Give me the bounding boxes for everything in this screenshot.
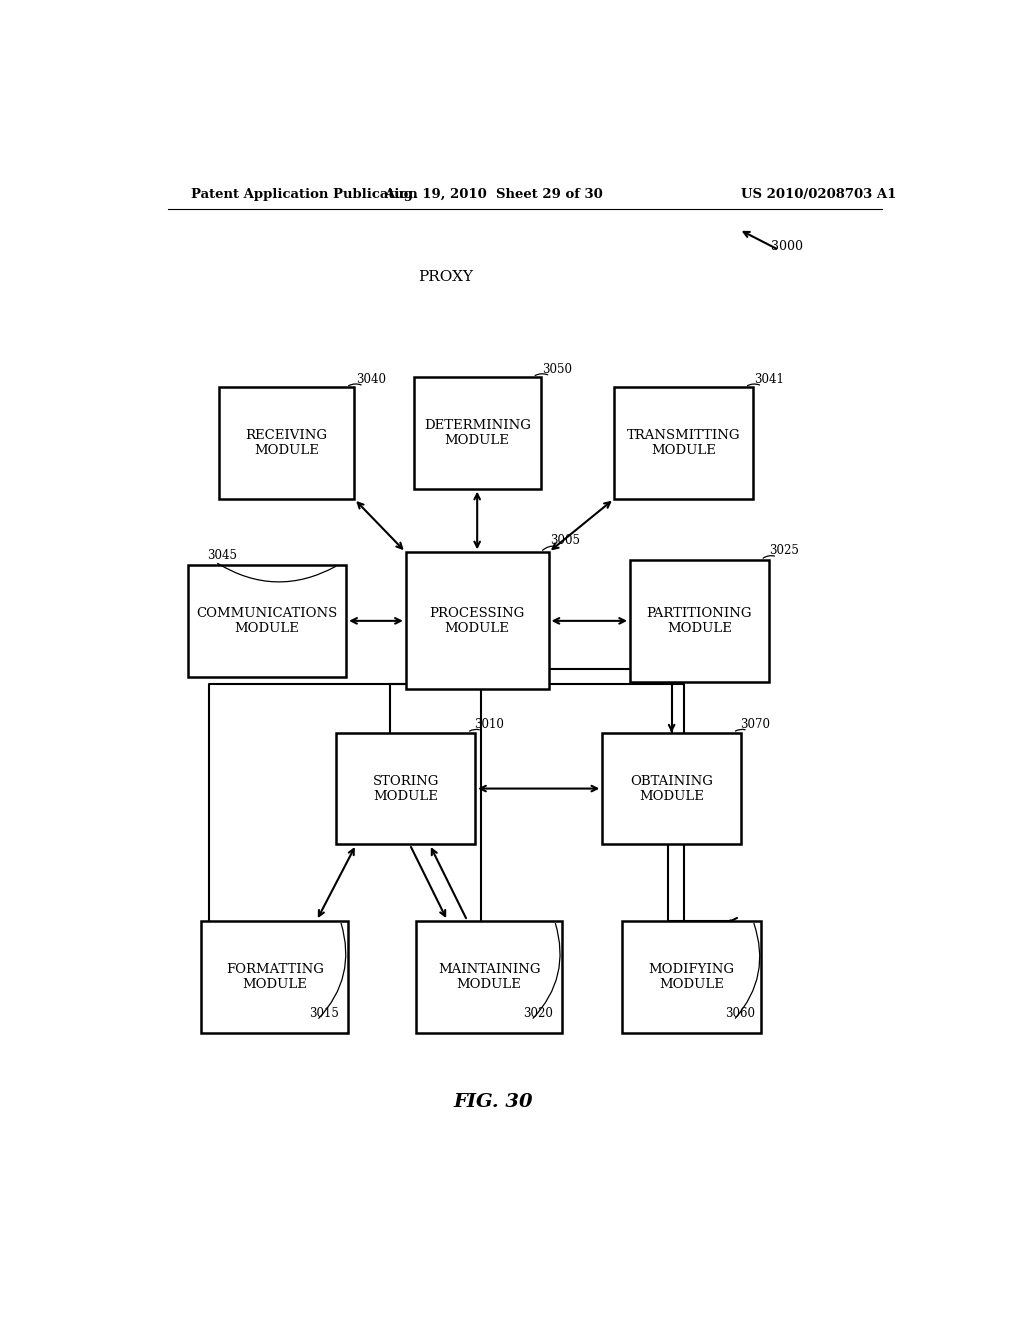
- Text: 3000: 3000: [771, 240, 803, 253]
- Text: TRANSMITTING
MODULE: TRANSMITTING MODULE: [627, 429, 740, 457]
- Text: COMMUNICATIONS
MODULE: COMMUNICATIONS MODULE: [197, 607, 338, 635]
- Bar: [187, 565, 346, 677]
- Text: MODIFYING
MODULE: MODIFYING MODULE: [648, 962, 734, 990]
- Bar: [406, 552, 549, 689]
- Text: Patent Application Publication: Patent Application Publication: [191, 189, 418, 202]
- Text: 3005: 3005: [550, 533, 581, 546]
- Bar: [622, 921, 761, 1032]
- Bar: [336, 733, 475, 845]
- Text: OBTAINING
MODULE: OBTAINING MODULE: [630, 775, 713, 803]
- Bar: [202, 921, 348, 1032]
- Text: 3045: 3045: [207, 549, 238, 562]
- Text: Aug. 19, 2010  Sheet 29 of 30: Aug. 19, 2010 Sheet 29 of 30: [384, 189, 602, 202]
- Bar: [219, 387, 354, 499]
- Text: 3040: 3040: [355, 374, 386, 385]
- Bar: [630, 560, 769, 682]
- Text: 3060: 3060: [726, 1007, 756, 1020]
- Text: MAINTAINING
MODULE: MAINTAINING MODULE: [438, 962, 541, 990]
- Text: STORING
MODULE: STORING MODULE: [373, 775, 439, 803]
- Text: PROXY: PROXY: [418, 271, 473, 284]
- Text: 3010: 3010: [474, 718, 504, 731]
- Text: RECEIVING
MODULE: RECEIVING MODULE: [246, 429, 328, 457]
- Text: 3025: 3025: [769, 544, 799, 557]
- Text: PARTITIONING
MODULE: PARTITIONING MODULE: [646, 607, 753, 635]
- Text: PROCESSING
MODULE: PROCESSING MODULE: [429, 607, 525, 635]
- Text: FIG. 30: FIG. 30: [454, 1093, 532, 1110]
- Bar: [414, 378, 541, 488]
- Text: DETERMINING
MODULE: DETERMINING MODULE: [424, 418, 530, 447]
- Text: 3020: 3020: [523, 1007, 553, 1020]
- Text: 3070: 3070: [740, 718, 770, 731]
- Text: FORMATTING
MODULE: FORMATTING MODULE: [226, 962, 324, 990]
- Text: US 2010/0208703 A1: US 2010/0208703 A1: [740, 189, 896, 202]
- Bar: [602, 733, 741, 845]
- Bar: [416, 921, 562, 1032]
- Text: 3041: 3041: [754, 374, 784, 385]
- Text: 3015: 3015: [309, 1007, 339, 1020]
- Bar: [614, 387, 753, 499]
- Text: 3050: 3050: [543, 363, 572, 376]
